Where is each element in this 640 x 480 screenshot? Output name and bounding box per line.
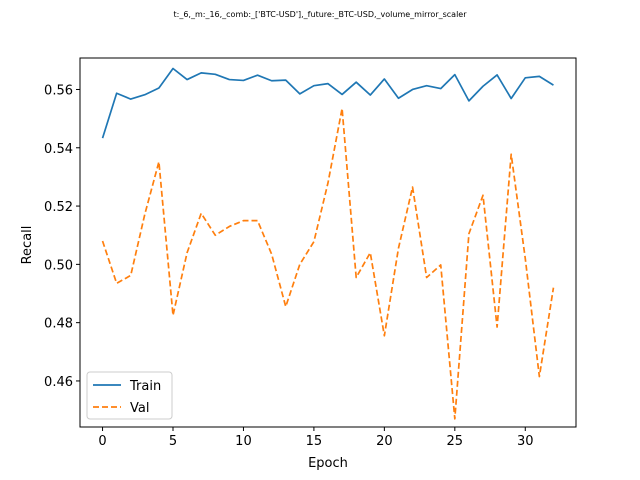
x-axis: 0 5 10 15 20 25 30: [98, 427, 534, 449]
legend-label-val: Val: [130, 401, 149, 416]
x-tick-label: 10: [235, 434, 252, 449]
y-tick-label: 0.46: [44, 375, 73, 390]
x-tick-label: 30: [517, 434, 534, 449]
series-line-train: [101, 67, 554, 139]
plot-frame: [79, 57, 577, 428]
y-tick-label: 0.48: [44, 317, 73, 332]
legend: Train Val: [86, 371, 173, 420]
series-line-val: [101, 107, 555, 420]
y-tick-label: 0.50: [44, 258, 73, 273]
x-tick-label: 5: [169, 434, 177, 449]
chart-title: t:_6,_m:_16,_comb:_['BTC-USD'],_future:_…: [173, 10, 467, 19]
y-tick-label: 0.54: [44, 142, 73, 157]
x-tick-label: 15: [306, 434, 323, 449]
y-tick-label: 0.56: [44, 83, 73, 98]
x-tick-label: 20: [376, 434, 393, 449]
y-axis: 0.46 0.48 0.50 0.52 0.54 0.56: [44, 83, 80, 390]
plot-area: [101, 67, 555, 420]
legend-box: [86, 371, 173, 420]
y-tick-label: 0.52: [44, 200, 73, 215]
x-tick-label: 0: [98, 434, 106, 449]
y-axis-label: Recall: [20, 226, 35, 265]
x-tick-label: 25: [447, 434, 464, 449]
legend-label-train: Train: [129, 379, 161, 394]
x-axis-label: Epoch: [308, 456, 348, 471]
